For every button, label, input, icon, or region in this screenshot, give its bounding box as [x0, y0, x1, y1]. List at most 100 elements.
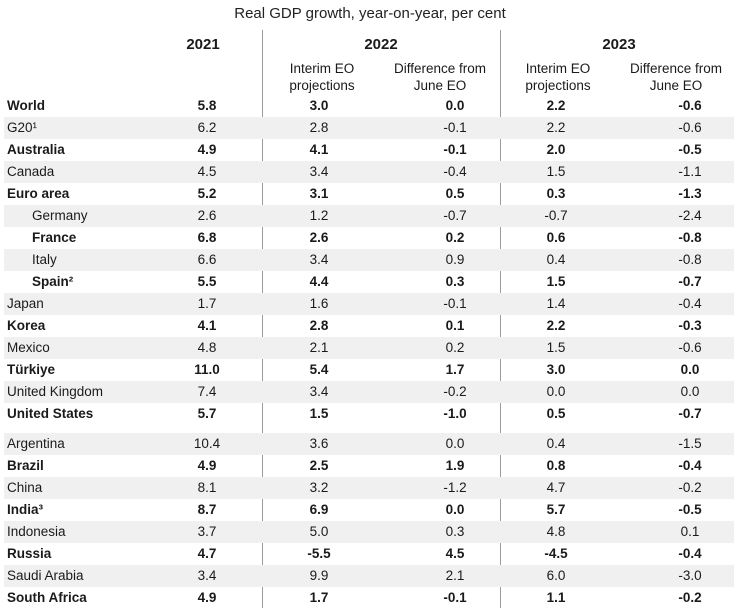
column-divider-2023: [500, 30, 501, 608]
cell-v2021: 10.4: [193, 436, 221, 451]
cell-i22: 3.0: [309, 98, 329, 113]
cell-v2021: 2.6: [197, 208, 217, 223]
cell-d23: -0.8: [678, 252, 702, 267]
cell-i22: 3.1: [309, 186, 329, 201]
cell-d23: -1.5: [678, 436, 702, 451]
cell-d23: -0.2: [678, 590, 702, 605]
table-row: Germany 2.6 1.2 -0.7 -0.7 -2.4: [4, 205, 734, 227]
row-country-name: Canada: [7, 164, 55, 179]
table-row: Italy 6.6 3.4 0.9 0.4 -0.8: [4, 249, 734, 271]
cell-i22: 2.1: [309, 340, 329, 355]
row-country-name: Argentina: [7, 436, 65, 451]
cell-i22: 6.9: [309, 502, 329, 517]
cell-i23: 0.4: [546, 252, 566, 267]
cell-i22: 1.2: [309, 208, 329, 223]
cell-i23: 1.4: [546, 296, 566, 311]
cell-d22: -0.4: [443, 164, 467, 179]
cell-d23: -1.1: [678, 164, 702, 179]
table-row: China 8.1 3.2 -1.2 4.7 -0.2: [4, 477, 734, 499]
table-row: Russia 4.7 -5.5 4.5 -4.5 -0.4: [4, 543, 734, 565]
cell-d23: -1.3: [678, 186, 702, 201]
table-row: India³ 8.7 6.9 0.0 5.7 -0.5: [4, 499, 734, 521]
table-row: United States 5.7 1.5 -1.0 0.5 -0.7: [4, 403, 734, 425]
table-row: Argentina 10.4 3.6 0.0 0.4 -1.5: [4, 433, 734, 455]
row-country-name: Korea: [7, 318, 46, 333]
cell-v2021: 3.4: [197, 568, 217, 583]
cell-d23: -0.3: [678, 318, 702, 333]
cell-d22: 0.9: [445, 252, 465, 267]
table-row: France 6.8 2.6 0.2 0.6 -0.8: [4, 227, 734, 249]
cell-i22: 5.4: [309, 362, 329, 377]
cell-d23: 0.1: [680, 524, 700, 539]
cell-d22: 0.1: [445, 318, 465, 333]
cell-i22: 3.2: [309, 480, 329, 495]
cell-d22: 0.0: [445, 98, 465, 113]
cell-d22: -0.1: [443, 590, 467, 605]
cell-i23: 0.8: [546, 458, 566, 473]
cell-i23: 0.3: [546, 186, 566, 201]
cell-d23: -0.7: [678, 406, 702, 421]
table-row: Canada 4.5 3.4 -0.4 1.5 -1.1: [4, 161, 734, 183]
cell-i23: 3.0: [546, 362, 566, 377]
cell-d22: 0.5: [445, 186, 465, 201]
cell-i23: 5.7: [546, 502, 566, 517]
cell-v2021: 6.6: [197, 252, 217, 267]
cell-d22: 2.1: [445, 568, 465, 583]
cell-i22: 2.8: [309, 318, 329, 333]
cell-i22: 1.5: [309, 406, 329, 421]
cell-i23: 1.5: [546, 274, 566, 289]
row-country-name: World: [7, 98, 45, 113]
row-country-name: Japan: [7, 296, 44, 311]
row-country-name: United States: [7, 406, 94, 421]
cell-i23: 1.1: [546, 590, 566, 605]
cell-d22: 0.3: [445, 274, 465, 289]
table-row: Brazil 4.9 2.5 1.9 0.8 -0.4: [4, 455, 734, 477]
cell-i22: 3.4: [309, 164, 329, 179]
cell-d22: 0.2: [445, 340, 465, 355]
row-country-name: Australia: [7, 142, 65, 157]
cell-i22: 5.0: [309, 524, 329, 539]
row-country-name: Russia: [7, 546, 52, 561]
cell-v2021: 4.9: [197, 142, 217, 157]
row-country-name: France: [32, 230, 77, 245]
cell-v2021: 5.7: [197, 406, 217, 421]
row-country-name: Spain²: [32, 274, 74, 289]
cell-i23: 4.8: [546, 524, 566, 539]
cell-v2021: 4.7: [197, 546, 217, 561]
header-diff-2023: Difference from June EO: [629, 61, 723, 93]
cell-v2021: 5.8: [197, 98, 217, 113]
table-row: Indonesia 3.7 5.0 0.3 4.8 0.1: [4, 521, 734, 543]
cell-d22: -0.1: [443, 296, 467, 311]
cell-i22: -5.5: [307, 546, 331, 561]
cell-d22: -0.1: [443, 120, 467, 135]
cell-d23: 0.0: [680, 362, 700, 377]
cell-v2021: 4.5: [197, 164, 217, 179]
cell-d23: -0.7: [678, 274, 702, 289]
cell-i23: 2.2: [546, 318, 566, 333]
cell-d22: 0.0: [445, 436, 465, 451]
row-country-name: China: [7, 480, 43, 495]
cell-v2021: 6.8: [197, 230, 217, 245]
cell-d23: -3.0: [678, 568, 702, 583]
cell-d23: -0.4: [678, 546, 702, 561]
table-row: Korea 4.1 2.8 0.1 2.2 -0.3: [4, 315, 734, 337]
cell-v2021: 1.7: [197, 296, 217, 311]
cell-d23: -0.5: [678, 502, 702, 517]
cell-d22: -0.1: [443, 142, 467, 157]
row-country-name: Indonesia: [7, 524, 66, 539]
column-divider-2022: [262, 30, 263, 608]
cell-d23: -0.5: [678, 142, 702, 157]
cell-i23: 1.5: [546, 340, 566, 355]
cell-v2021: 8.1: [197, 480, 217, 495]
cell-d22: -0.2: [443, 384, 467, 399]
header-2022: 2022: [364, 36, 398, 53]
table-row: United Kingdom 7.4 3.4 -0.2 0.0 0.0: [4, 381, 734, 403]
cell-d23: -0.4: [678, 458, 702, 473]
table-row: Australia 4.9 4.1 -0.1 2.0 -0.5: [4, 139, 734, 161]
cell-d23: -0.6: [678, 120, 702, 135]
cell-v2021: 7.4: [197, 384, 217, 399]
table-row: South Africa 4.9 1.7 -0.1 1.1 -0.2: [4, 587, 734, 609]
row-country-name: Brazil: [7, 458, 44, 473]
table-row: Euro area 5.2 3.1 0.5 0.3 -1.3: [4, 183, 734, 205]
cell-v2021: 5.2: [197, 186, 217, 201]
